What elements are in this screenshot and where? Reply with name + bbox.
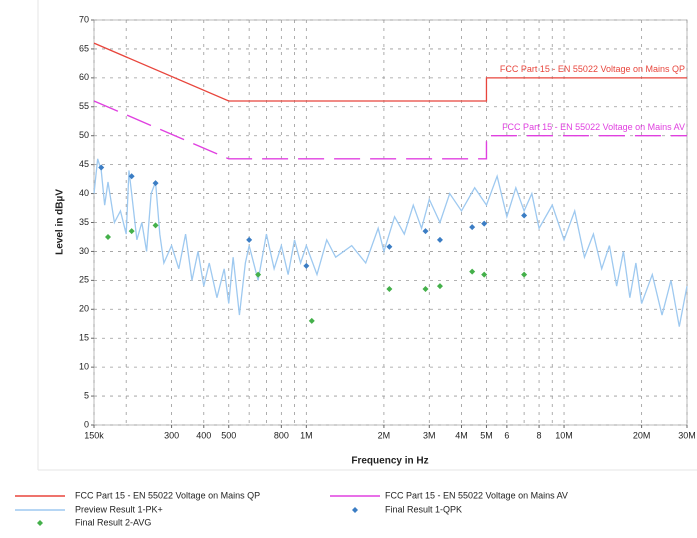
- marker: [308, 317, 315, 324]
- x-tick-label: 1M: [300, 430, 313, 440]
- limit-annotation: FCC Part 15 - EN 55022 Voltage on Mains …: [500, 64, 685, 74]
- marker: [422, 228, 429, 235]
- y-tick-label: 15: [79, 333, 89, 343]
- marker: [246, 236, 253, 243]
- marker: [152, 222, 159, 229]
- x-tick-label: 2M: [378, 430, 391, 440]
- y-tick-label: 30: [79, 246, 89, 256]
- marker: [481, 220, 488, 227]
- y-tick-label: 45: [79, 159, 89, 169]
- x-tick-label: 30M: [678, 430, 696, 440]
- y-tick-label: 60: [79, 72, 89, 82]
- marker: [436, 236, 443, 243]
- legend-label: Final Result 2-AVG: [75, 517, 151, 527]
- x-tick-label: 300: [164, 430, 179, 440]
- y-tick-label: 70: [79, 14, 89, 24]
- legend-marker: [352, 507, 358, 513]
- y-tick-label: 25: [79, 275, 89, 285]
- legend-marker: [37, 520, 43, 526]
- marker: [105, 233, 112, 240]
- legend-label: Preview Result 1-PK+: [75, 504, 163, 514]
- marker: [255, 271, 262, 278]
- y-tick-label: 0: [84, 419, 89, 429]
- limit-annotation: FCC Part 15 - EN 55022 Voltage on Mains …: [502, 122, 685, 132]
- marker: [98, 164, 105, 171]
- y-tick-label: 55: [79, 101, 89, 111]
- x-tick-label: 400: [196, 430, 211, 440]
- marker: [436, 283, 443, 290]
- y-tick-label: 40: [79, 188, 89, 198]
- legend-label: FCC Part 15 - EN 55022 Voltage on Mains …: [385, 490, 568, 500]
- marker: [303, 262, 310, 269]
- legend-label: Final Result 1-QPK: [385, 504, 462, 514]
- x-tick-label: 20M: [633, 430, 651, 440]
- marker: [386, 286, 393, 293]
- marker: [422, 286, 429, 293]
- x-axis-label: Frequency in Hz: [351, 456, 428, 467]
- legend-label: FCC Part 15 - EN 55022 Voltage on Mains …: [75, 490, 260, 500]
- y-tick-label: 35: [79, 217, 89, 227]
- x-tick-label: 5M: [480, 430, 493, 440]
- marker: [521, 212, 528, 219]
- y-tick-label: 65: [79, 43, 89, 53]
- series-line: [93, 158, 688, 327]
- x-tick-label: 3M: [423, 430, 436, 440]
- marker: [481, 271, 488, 278]
- y-tick-label: 50: [79, 130, 89, 140]
- x-tick-label: 10M: [555, 430, 573, 440]
- x-tick-label: 4M: [455, 430, 468, 440]
- x-tick-label: 800: [274, 430, 289, 440]
- x-tick-label: 6: [504, 430, 509, 440]
- x-tick-label: 150k: [84, 430, 104, 440]
- marker: [469, 268, 476, 275]
- series-line: [93, 100, 687, 160]
- y-tick-label: 10: [79, 362, 89, 372]
- y-axis-label: Level in dBµV: [55, 189, 66, 255]
- marker: [521, 271, 528, 278]
- y-tick-label: 5: [84, 390, 89, 400]
- x-tick-label: 500: [221, 430, 236, 440]
- marker: [128, 228, 135, 235]
- marker: [128, 173, 135, 180]
- y-tick-label: 20: [79, 304, 89, 314]
- marker: [386, 243, 393, 250]
- series-line: [93, 42, 687, 102]
- x-tick-label: 8: [537, 430, 542, 440]
- marker: [469, 224, 476, 231]
- marker: [152, 180, 159, 187]
